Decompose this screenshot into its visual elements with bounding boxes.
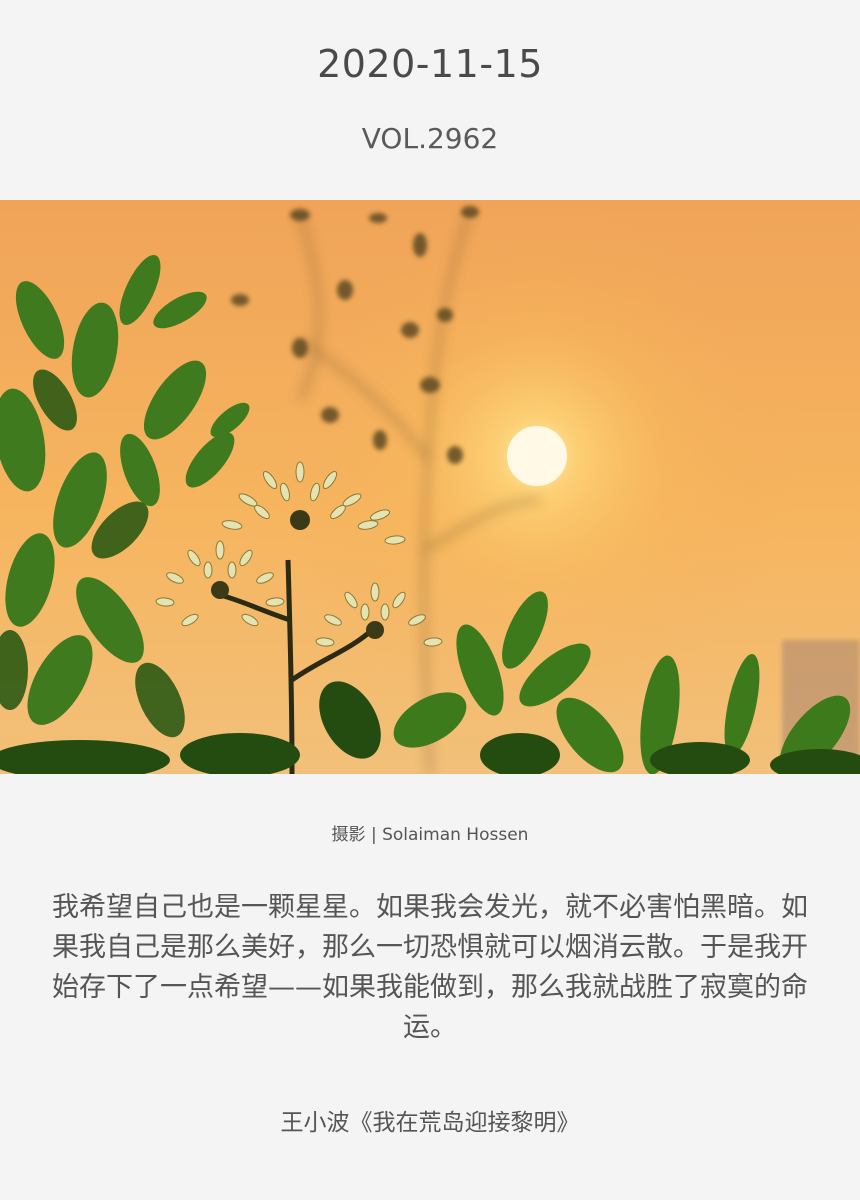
header: 2020-11-15 VOL.2962	[0, 0, 860, 200]
date-label: 2020-11-15	[317, 42, 543, 86]
quote-text: 我希望自己也是一颗星星。如果我会发光，就不必害怕黑暗。如果我自己是那么美好，那么…	[52, 892, 808, 1043]
daily-photo	[0, 200, 860, 774]
photo-illustration	[0, 200, 860, 774]
quote-source: 王小波《我在荒岛迎接黎明》	[280, 1110, 580, 1136]
photo-credit: 摄影 | Solaiman Hossen	[331, 825, 529, 845]
volume-label: VOL.2962	[361, 122, 499, 155]
sun-shape	[507, 426, 567, 486]
